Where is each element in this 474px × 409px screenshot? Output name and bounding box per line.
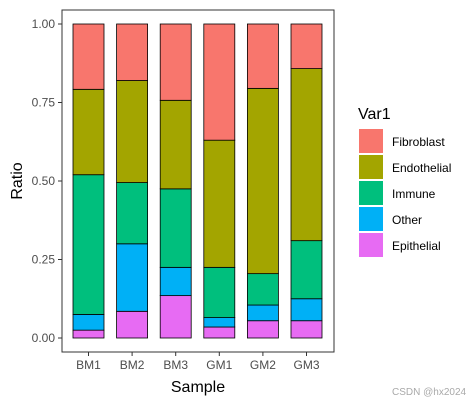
bar-gm3-other <box>290 298 323 322</box>
legend-label-other: Other <box>392 213 422 227</box>
bar-gm3-epithelial <box>290 320 323 339</box>
bar-bm2-immune <box>116 182 148 245</box>
bar-bm2-epithelial <box>116 310 148 339</box>
y-axis-title: Ratio <box>9 162 26 199</box>
bar-gm1-endothelial <box>203 139 236 268</box>
bar-bm1-other <box>72 314 105 331</box>
y-tick-label: 0.00 <box>32 331 56 345</box>
bar-bm2-fibroblast <box>116 23 148 81</box>
bar-bm1-epithelial <box>72 329 105 339</box>
bar-gm1-epithelial <box>203 326 236 339</box>
x-tick-label: GM2 <box>250 358 276 372</box>
y-tick-label: 1.00 <box>32 17 56 31</box>
legend-key-fibroblast <box>359 129 383 153</box>
bar-gm1-fibroblast <box>203 23 236 141</box>
bar-bm3-fibroblast <box>159 23 192 101</box>
bar-gm2-other <box>246 304 279 322</box>
bar-bm3-other <box>159 266 192 297</box>
bar-gm2-epithelial <box>246 320 279 339</box>
bar-gm3-fibroblast <box>290 23 323 69</box>
bar-gm1-other <box>203 317 236 328</box>
legend-label-immune: Immune <box>392 187 436 201</box>
bar-bm3-endothelial <box>159 99 192 190</box>
plot-area <box>61 9 335 353</box>
bar-bm1-fibroblast <box>72 23 105 90</box>
bar-bm2-other <box>116 243 148 312</box>
legend-label-endothelial: Endothelial <box>392 161 451 175</box>
x-tick-label: GM1 <box>206 358 232 372</box>
y-tick-label: 0.25 <box>32 253 56 267</box>
x-tick-label: BM3 <box>163 358 188 372</box>
x-tick-label: GM3 <box>293 358 319 372</box>
bar-gm3-immune <box>290 240 323 300</box>
legend-key-endothelial <box>359 155 383 179</box>
bar-gm2-immune <box>246 273 279 306</box>
legend-key-epithelial <box>359 233 383 257</box>
y-tick-label: 0.75 <box>32 96 56 110</box>
bar-bm3-epithelial <box>159 295 192 339</box>
legend-label-epithelial: Epithelial <box>392 239 441 253</box>
y-tick-label: 0.50 <box>32 174 56 188</box>
bar-gm2-endothelial <box>246 87 279 275</box>
bar-bm1-immune <box>72 174 105 315</box>
bar-gm1-immune <box>203 266 236 318</box>
watermark-text: CSDN @hx2024 <box>392 387 467 398</box>
legend-title: Var1 <box>358 106 391 123</box>
x-axis-title: Sample <box>171 379 225 396</box>
x-tick-label: BM2 <box>120 358 145 372</box>
legend-label-fibroblast: Fibroblast <box>392 135 445 149</box>
plot-panel-border <box>61 9 335 353</box>
legend-key-immune <box>359 181 383 205</box>
x-tick-label: BM1 <box>76 358 101 372</box>
bar-gm3-endothelial <box>290 68 323 242</box>
legend-key-other <box>359 207 383 231</box>
bar-bm3-immune <box>159 188 192 268</box>
bar-bm1-endothelial <box>72 88 105 176</box>
bar-gm2-fibroblast <box>246 23 279 89</box>
bar-bm2-endothelial <box>116 80 148 183</box>
axes: BM1 BM2 BM3 GM1 GM2 GM3 0.00 0.25 0.50 0.75 1.00 Sa… <box>9 17 320 396</box>
